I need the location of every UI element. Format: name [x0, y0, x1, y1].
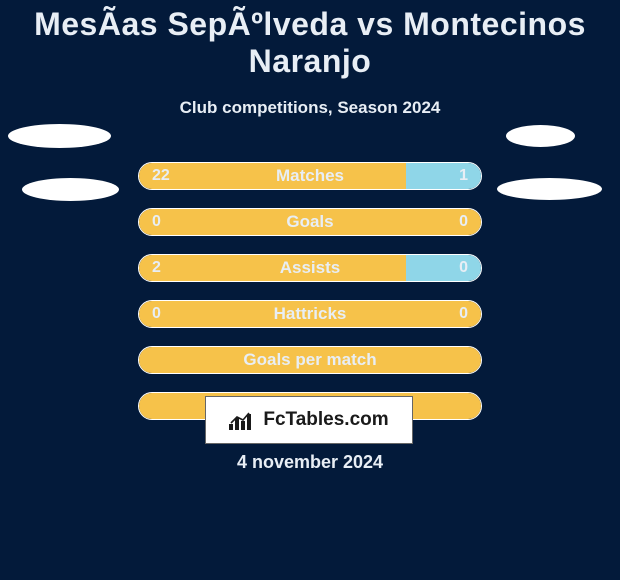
- stat-row: 20Assists: [0, 254, 620, 300]
- decorative-ellipse: [497, 178, 602, 200]
- stat-label: Goals: [138, 208, 482, 236]
- stat-row: 00Goals: [0, 208, 620, 254]
- decorative-ellipse: [8, 124, 111, 148]
- stat-row: Goals per match: [0, 346, 620, 392]
- stat-label: Goals per match: [138, 346, 482, 374]
- logo-text: FcTables.com: [263, 409, 388, 431]
- stat-label: Assists: [138, 254, 482, 282]
- comparison-infographic: MesÃ­as SepÃºlveda vs Montecinos Naranjo…: [0, 0, 620, 580]
- stat-row: 00Hattricks: [0, 300, 620, 346]
- page-subtitle: Club competitions, Season 2024: [0, 98, 620, 118]
- date-text: 4 november 2024: [0, 452, 620, 473]
- decorative-ellipse: [506, 125, 575, 147]
- fctables-logo: FcTables.com: [205, 396, 413, 444]
- bar-chart-icon: [229, 410, 255, 430]
- decorative-ellipse: [22, 178, 119, 201]
- stat-label: Matches: [138, 162, 482, 190]
- stat-label: Hattricks: [138, 300, 482, 328]
- page-title: MesÃ­as SepÃºlveda vs Montecinos Naranjo: [0, 0, 620, 80]
